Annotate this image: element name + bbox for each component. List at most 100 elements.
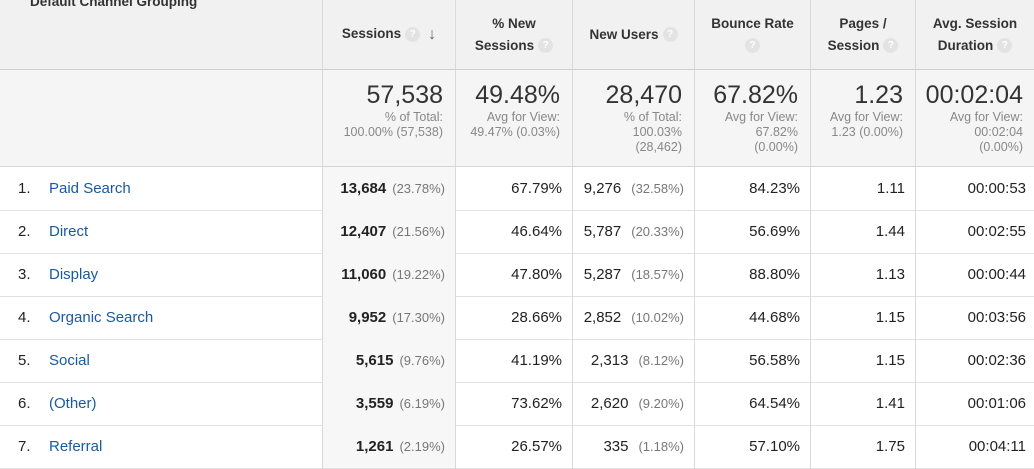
total-new-users: 28,470 % of Total: 100.03% (28,462): [573, 70, 682, 166]
avg-duration-cell: 00:02:55: [967, 223, 1026, 240]
avg-duration-cell: 00:02:36: [967, 352, 1026, 369]
row-index: 2.: [18, 223, 31, 240]
new-sessions-header-line1: % New: [492, 15, 536, 31]
total-bounce-value: 67.82%: [713, 81, 798, 109]
bounce-rate-cell: 84.23%: [749, 180, 800, 197]
total-new-users-sub3: (28,462): [635, 140, 682, 154]
total-avg-duration: 00:02:04 Avg for View: 00:02:04 (0.00%): [916, 70, 1023, 166]
table-row: 7. Referral 1,261 (2.19%) 26.57% 335 (1.18%) 57…: [0, 425, 1034, 469]
help-icon[interactable]: ?: [745, 38, 760, 54]
sessions-header-label: Sessions: [341, 26, 402, 42]
table-row: 6. (Other) 3,559 (6.19%) 73.62% 2,620 (9.20%) 6…: [0, 382, 1034, 426]
duration-header-line1: Avg. Session: [932, 15, 1018, 31]
new-users-cell: 2,313 (8.12%): [573, 339, 684, 382]
sessions-cell: 3,559 (6.19%): [323, 382, 445, 425]
new-sessions-cell: 67.79%: [511, 180, 562, 197]
sessions-cell: 11,060 (19.22%): [323, 253, 445, 296]
sessions-percent: (2.19%): [399, 439, 445, 454]
help-icon[interactable]: ?: [538, 38, 554, 54]
sessions-percent: (21.56%): [392, 224, 445, 239]
total-sessions-value: 57,538: [366, 81, 443, 109]
new-users-value: 2,852: [583, 309, 622, 326]
new-sessions-header[interactable]: % New Sessions?: [456, 0, 572, 69]
new-users-percent: (1.18%): [638, 439, 684, 454]
new-sessions-cell: 73.62%: [511, 395, 562, 412]
channel-link[interactable]: Social: [49, 352, 90, 369]
new-users-value: 5,287: [583, 266, 622, 283]
new-sessions-cell: 47.80%: [511, 266, 562, 283]
help-icon[interactable]: ?: [883, 38, 899, 54]
bounce-rate-cell: 44.68%: [749, 309, 800, 326]
pages-session-cell: 1.15: [875, 309, 905, 326]
new-users-percent: (9.20%): [638, 396, 684, 411]
sessions-value: 9,952: [348, 309, 387, 326]
total-new-sessions-value: 49.48%: [475, 81, 560, 109]
new-users-cell: 2,852 (10.02%): [573, 296, 684, 339]
pages-session-cell: 1.15: [875, 352, 905, 369]
pages-session-cell: 1.11: [876, 180, 905, 197]
duration-header-line2: Duration: [937, 37, 994, 53]
total-sessions-sub1: % of Total:: [384, 110, 443, 124]
sessions-cell: 13,684 (23.78%): [323, 167, 445, 210]
bounce-rate-cell: 64.54%: [749, 395, 800, 412]
dimension-header[interactable]: Default Channel Grouping: [30, 0, 198, 9]
new-users-value: 335: [603, 438, 629, 455]
new-users-value: 2,313: [590, 352, 629, 369]
new-sessions-cell: 46.64%: [511, 223, 562, 240]
sessions-cell: 9,952 (17.30%): [323, 296, 445, 339]
channel-link[interactable]: Display: [49, 266, 99, 283]
bounce-rate-cell: 56.58%: [749, 352, 800, 369]
new-users-value: 5,787: [583, 223, 622, 240]
total-bounce-sub2: 67.82%: [755, 125, 798, 139]
row-index: 5.: [18, 352, 31, 369]
new-users-cell: 5,787 (20.33%): [573, 210, 684, 253]
sort-arrow-down-icon[interactable]: ↓: [428, 25, 437, 43]
total-duration-sub2: 00:02:04: [974, 125, 1023, 139]
avg-duration-header[interactable]: Avg. Session Duration?: [916, 0, 1034, 69]
total-pages-sub2: 1.23 (0.00%): [831, 125, 903, 139]
total-bounce-sub3: (0.00%): [754, 140, 798, 154]
row-index: 3.: [18, 266, 31, 283]
channel-link[interactable]: Paid Search: [49, 180, 131, 197]
new-users-cell: 335 (1.18%): [573, 425, 684, 468]
channel-link[interactable]: (Other): [49, 395, 97, 412]
row-index: 7.: [18, 438, 31, 455]
total-duration-sub3: (0.00%): [979, 140, 1023, 154]
help-icon[interactable]: ?: [662, 27, 678, 43]
total-new-users-sub1: % of Total:: [623, 110, 682, 124]
pages-session-header[interactable]: Pages / Session?: [811, 0, 915, 69]
avg-duration-cell: 00:00:44: [967, 266, 1026, 283]
help-icon[interactable]: ?: [405, 27, 421, 43]
sessions-value: 5,615: [355, 352, 394, 369]
new-users-cell: 5,287 (18.57%): [573, 253, 684, 296]
new-users-percent: (20.33%): [631, 224, 684, 239]
new-users-percent: (32.58%): [631, 181, 684, 196]
row-index: 1.: [18, 180, 31, 197]
sessions-value: 3,559: [355, 395, 394, 412]
table-row: 1. Paid Search 13,684 (23.78%) 67.79% 9,276 (3…: [0, 167, 1034, 211]
help-icon[interactable]: ?: [997, 38, 1013, 54]
sessions-percent: (23.78%): [392, 181, 445, 196]
pages-header-line2: Session: [827, 37, 880, 53]
sessions-header[interactable]: Sessions? ↓: [323, 0, 455, 69]
sessions-percent: (6.19%): [399, 396, 445, 411]
sessions-cell: 1,261 (2.19%): [323, 425, 445, 468]
bounce-rate-cell: 88.80%: [749, 266, 800, 283]
sessions-value: 12,407: [340, 223, 387, 240]
bounce-rate-cell: 56.69%: [749, 223, 800, 240]
totals-row: 57,538 % of Total: 100.00% (57,538) 49.4…: [0, 70, 1034, 167]
avg-duration-cell: 00:00:53: [967, 180, 1026, 197]
channel-link[interactable]: Direct: [49, 223, 89, 240]
sessions-value: 1,261: [355, 438, 394, 455]
total-new-users-sub2: 100.03%: [632, 125, 682, 139]
bounce-rate-header[interactable]: Bounce Rate?: [695, 0, 810, 69]
row-index: 6.: [18, 395, 31, 412]
bounce-rate-header-label: Bounce Rate: [711, 15, 794, 31]
channel-link[interactable]: Referral: [49, 438, 103, 455]
channel-link[interactable]: Organic Search: [49, 309, 154, 326]
total-new-users-value: 28,470: [605, 81, 682, 109]
new-users-header[interactable]: New Users?: [573, 0, 694, 69]
new-users-percent: (18.57%): [631, 267, 684, 282]
total-duration-sub1: Avg for View:: [949, 110, 1023, 124]
new-sessions-cell: 41.19%: [511, 352, 562, 369]
